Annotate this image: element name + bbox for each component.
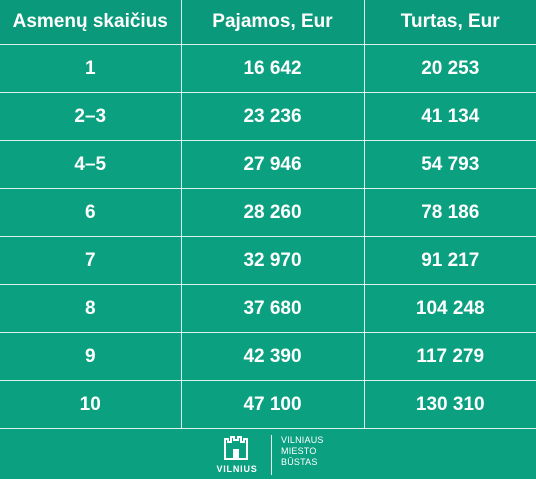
cell-assets: 104 248 [364,284,536,333]
logo-city-name: VILNIUS [216,464,258,474]
logo-divider [271,435,272,475]
cell-assets: 20 253 [364,44,536,93]
cell-household-size: 4–5 [0,140,182,189]
cell-assets: 130 310 [364,380,536,429]
header-household-size: Asmenų skaičius [0,0,182,45]
cell-assets: 91 217 [364,236,536,285]
cell-assets: 117 279 [364,332,536,381]
cell-household-size: 9 [0,332,182,381]
city-crest-icon [224,436,248,460]
table-row: 9 42 390 117 279 [0,332,536,381]
table-row: 7 32 970 91 217 [0,236,536,285]
table-row: 2–3 23 236 41 134 [0,92,536,141]
cell-household-size: 1 [0,44,182,93]
table-row: 1 16 642 20 253 [0,44,536,93]
cell-income: 28 260 [181,188,365,237]
cell-household-size: 8 [0,284,182,333]
limits-table: Asmenų skaičius Pajamos, Eur Turtas, Eur… [0,0,536,429]
table-row: 6 28 260 78 186 [0,188,536,237]
cell-income: 37 680 [181,284,365,333]
vilnius-miesto-bustas-logo: VILNIUS VILNIAUS MIESTO BŪSTAS [0,431,536,479]
logo-brand-text: VILNIAUS MIESTO BŪSTAS [281,435,324,468]
cell-assets: 41 134 [364,92,536,141]
cell-income: 47 100 [181,380,365,429]
header-income: Pajamos, Eur [181,0,365,45]
logo-brand-line: VILNIAUS [281,435,324,445]
cell-household-size: 10 [0,380,182,429]
table-row: 8 37 680 104 248 [0,284,536,333]
cell-income: 27 946 [181,140,365,189]
cell-assets: 78 186 [364,188,536,237]
table-row: 4–5 27 946 54 793 [0,140,536,189]
cell-assets: 54 793 [364,140,536,189]
table-row: 10 47 100 130 310 [0,380,536,429]
cell-household-size: 6 [0,188,182,237]
cell-income: 32 970 [181,236,365,285]
cell-income: 42 390 [181,332,365,381]
cell-household-size: 7 [0,236,182,285]
header-assets: Turtas, Eur [364,0,536,45]
cell-income: 16 642 [181,44,365,93]
cell-household-size: 2–3 [0,92,182,141]
logo-brand-line: BŪSTAS [281,457,318,467]
table-header-row: Asmenų skaičius Pajamos, Eur Turtas, Eur [0,0,536,45]
cell-income: 23 236 [181,92,365,141]
logo-brand-line: MIESTO [281,446,317,456]
